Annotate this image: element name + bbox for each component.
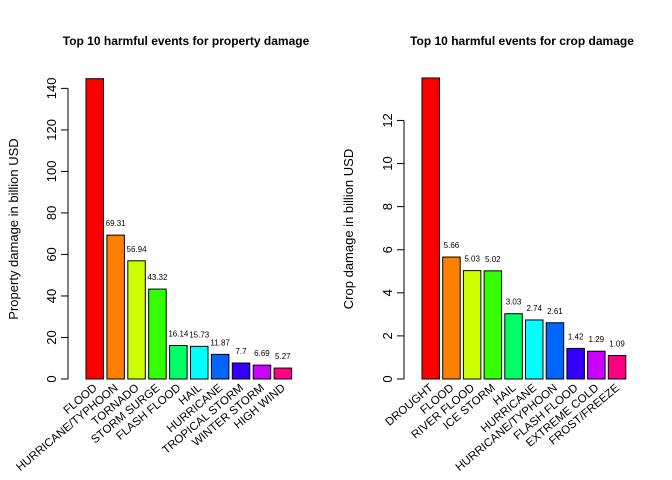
bar bbox=[85, 78, 104, 380]
data-label: 3.03 bbox=[506, 298, 522, 307]
data-label: 2.74 bbox=[526, 304, 542, 313]
data-label: 5.03 bbox=[464, 255, 480, 264]
y-tick-label: 120 bbox=[44, 119, 59, 141]
data-label: 6.69 bbox=[254, 349, 270, 358]
chart-title: Top 10 harmful events for crop damage bbox=[410, 34, 634, 48]
bar bbox=[231, 362, 251, 380]
y-tick-label: 0 bbox=[380, 375, 395, 382]
data-label: 11.87 bbox=[210, 338, 230, 347]
data-label: 1.09 bbox=[609, 340, 625, 349]
y-tick-label: 8 bbox=[380, 203, 395, 210]
y-tick-label: 40 bbox=[44, 289, 59, 303]
y-tick-label: 6 bbox=[380, 246, 395, 253]
bar bbox=[190, 345, 209, 380]
data-label: 5.02 bbox=[485, 255, 501, 264]
bar bbox=[127, 260, 146, 380]
bar bbox=[525, 319, 544, 380]
y-tick-label: 10 bbox=[380, 156, 395, 170]
y-tick-label: 100 bbox=[44, 161, 59, 183]
bar bbox=[504, 313, 523, 380]
y-tick-label: 140 bbox=[44, 78, 59, 100]
bar bbox=[442, 256, 461, 380]
y-tick-label: 2 bbox=[380, 332, 395, 339]
bar bbox=[483, 270, 503, 380]
data-label: 5.66 bbox=[444, 241, 460, 250]
bar bbox=[252, 364, 272, 380]
bar bbox=[607, 355, 627, 380]
bar bbox=[106, 234, 125, 380]
data-label: 69.31 bbox=[106, 219, 127, 228]
y-tick-label: 12 bbox=[380, 113, 395, 127]
bar bbox=[421, 77, 440, 380]
bar bbox=[169, 344, 188, 380]
data-label: 2.61 bbox=[547, 307, 563, 316]
y-tick-label: 4 bbox=[380, 289, 395, 296]
data-label: 7.7 bbox=[235, 347, 247, 356]
data-label: 1.42 bbox=[568, 332, 584, 341]
data-label: 16.14 bbox=[168, 329, 189, 338]
property-damage-chart: Top 10 harmful events for property damag… bbox=[6, 34, 310, 474]
chart-title: Top 10 harmful events for property damag… bbox=[63, 34, 310, 48]
y-tick-label: 20 bbox=[44, 330, 59, 344]
y-axis-label: Property damage in billion USD bbox=[6, 138, 21, 319]
y-tick-label: 60 bbox=[44, 247, 59, 261]
bar bbox=[462, 270, 482, 380]
bar bbox=[148, 288, 167, 380]
crop-damage-chart: Top 10 harmful events for crop damage Cr… bbox=[341, 34, 634, 474]
y-tick-label: 0 bbox=[44, 375, 59, 382]
y-tick-label: 80 bbox=[44, 206, 59, 220]
data-label: 5.27 bbox=[275, 352, 291, 361]
bar bbox=[210, 353, 230, 380]
bar bbox=[587, 350, 606, 380]
data-label: 1.29 bbox=[589, 335, 605, 344]
data-label: 43.32 bbox=[147, 273, 168, 282]
bar bbox=[566, 347, 585, 380]
bar bbox=[545, 322, 565, 380]
bar bbox=[273, 367, 293, 380]
y-axis-label: Crop damage in billion USD bbox=[341, 149, 356, 309]
data-label: 56.94 bbox=[127, 245, 148, 254]
data-label: 15.73 bbox=[189, 330, 210, 339]
